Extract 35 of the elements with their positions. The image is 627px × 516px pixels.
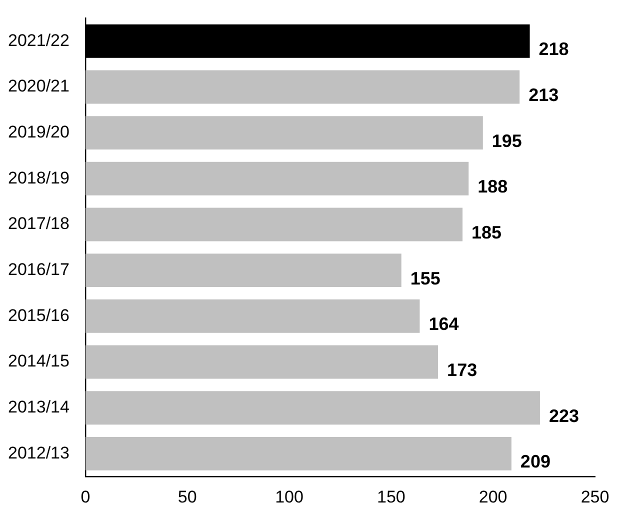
data-label: 213 [528,84,559,105]
bar [85,116,483,150]
bar [85,162,469,196]
x-tick-label: 100 [275,487,304,506]
y-tick-label: 2019/20 [8,122,70,142]
y-tick-label: 2015/16 [8,306,70,325]
y-tick-label: 2012/13 [8,443,70,462]
data-label: 188 [478,176,508,197]
data-label: 155 [410,268,440,288]
bar [85,70,520,104]
data-label: 223 [548,406,580,426]
x-tick-label: 150 [376,487,406,506]
data-label: 164 [428,314,459,334]
bar [85,299,420,333]
bar [85,254,402,288]
data-label: 209 [520,452,550,472]
data-label: 185 [472,222,502,242]
y-tick-label: 2018/19 [8,168,70,188]
y-tick-label: 2020/21 [8,76,70,96]
x-tick-label: 250 [580,487,610,506]
data-label: 218 [538,39,569,60]
y-tick-label: 2016/17 [8,260,70,280]
bar [85,345,438,379]
y-tick-label: 2021/22 [8,30,70,50]
bar [85,208,463,242]
y-tick-label: 2014/15 [8,352,70,371]
bar [85,391,540,425]
data-label: 173 [447,360,478,380]
data-label: 195 [492,130,522,151]
y-tick-label: 2013/14 [8,398,70,417]
x-tick-label: 200 [478,487,508,506]
bar [85,436,512,470]
y-tick-label: 2017/18 [8,214,70,234]
x-tick-label: 50 [178,487,197,506]
x-tick-label: 0 [80,487,90,506]
